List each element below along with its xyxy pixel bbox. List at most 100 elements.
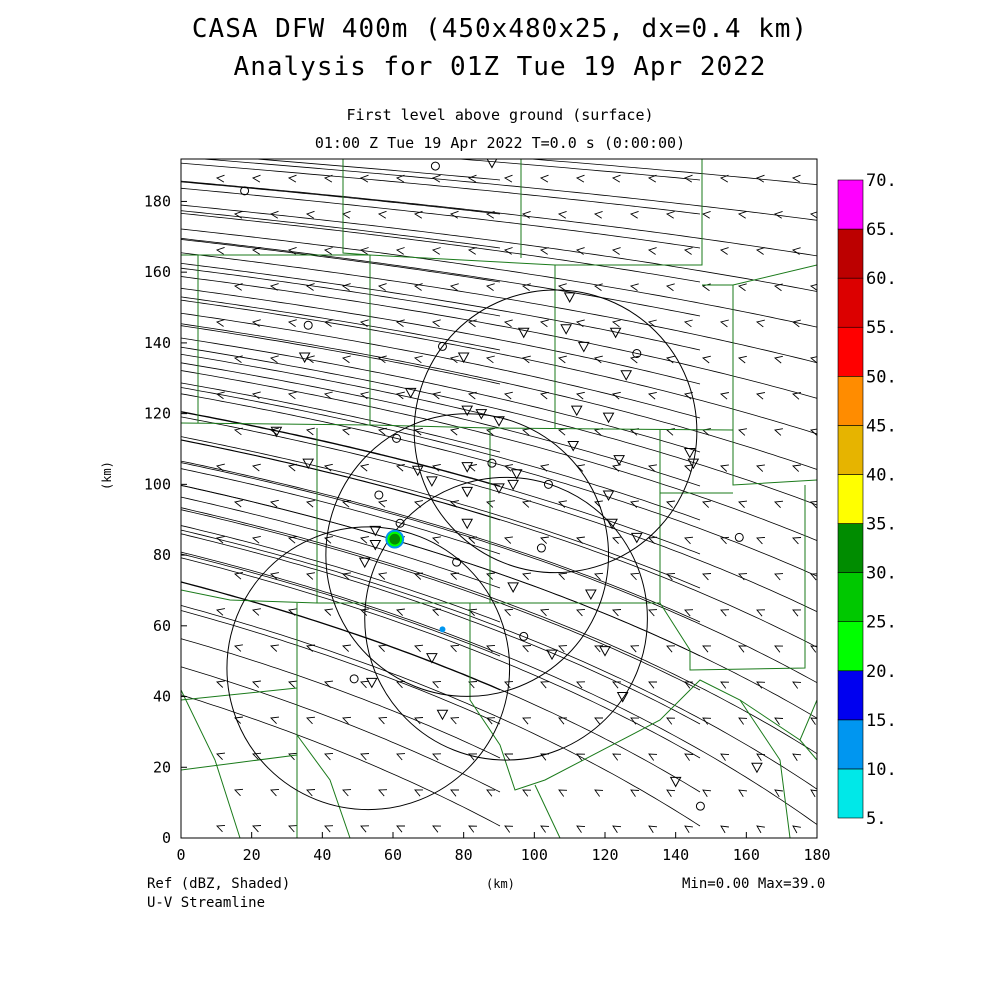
station-triangle bbox=[602, 412, 615, 424]
colorbar-label: 15. bbox=[866, 711, 897, 731]
streamline bbox=[181, 694, 501, 827]
streamline-arrow bbox=[305, 355, 315, 364]
streamline-arrow bbox=[755, 174, 765, 183]
streamline bbox=[181, 346, 817, 506]
streamline bbox=[181, 228, 817, 328]
station-circle bbox=[395, 518, 405, 528]
streamline-arrow bbox=[323, 463, 333, 472]
streamline-arrow bbox=[306, 644, 315, 652]
streamline-arrow bbox=[575, 391, 585, 400]
county-border bbox=[369, 424, 734, 431]
streamline-arrow bbox=[305, 427, 315, 436]
streamline-arrow bbox=[521, 355, 531, 364]
streamline-arrow bbox=[684, 391, 693, 400]
streamline-arrow bbox=[792, 464, 801, 472]
chart-subtitle: Analysis for 01Z Tue 19 Apr 2022 bbox=[233, 52, 767, 82]
streamline-arrow bbox=[702, 573, 712, 581]
streamline-arrow bbox=[540, 608, 550, 617]
station-triangle bbox=[602, 490, 615, 501]
station-circle bbox=[303, 320, 313, 330]
streamline bbox=[181, 276, 817, 399]
streamline-arrow bbox=[558, 645, 568, 653]
streamline-arrow bbox=[360, 753, 370, 761]
station-circle bbox=[437, 341, 447, 351]
streamline-arrow bbox=[324, 752, 334, 761]
colorbar-swatch bbox=[837, 523, 864, 573]
station-triangle bbox=[426, 653, 438, 664]
streamline-arrow bbox=[737, 283, 747, 292]
streamline-arrow bbox=[612, 536, 622, 545]
colorbar-label: 60. bbox=[866, 269, 897, 289]
colorbar-swatch bbox=[837, 179, 864, 230]
radar-range-ring bbox=[413, 289, 698, 574]
streamline-arrow bbox=[701, 210, 711, 219]
streamline bbox=[181, 180, 817, 257]
streamline-arrow bbox=[612, 681, 622, 689]
streamline bbox=[181, 187, 701, 249]
station-circle bbox=[695, 801, 705, 811]
streamline-arrow bbox=[702, 645, 712, 653]
county-border bbox=[732, 264, 817, 286]
streamline-arrow bbox=[215, 319, 225, 327]
county-borders bbox=[181, 159, 817, 838]
colorbar-label: 50. bbox=[866, 367, 897, 387]
streamline-arrow bbox=[521, 283, 531, 291]
streamline-arrow bbox=[575, 319, 585, 328]
streamline-arrow bbox=[342, 789, 352, 797]
streamline-arrow bbox=[324, 608, 333, 616]
streamline-arrow bbox=[630, 717, 640, 725]
x-tick-label: 40 bbox=[313, 846, 331, 864]
streamline-arrow bbox=[377, 210, 387, 219]
streamline-arrow bbox=[252, 608, 261, 616]
streamline-arrow bbox=[683, 247, 693, 255]
y-axis: 0 20 40 60 80 100 120 140 160 180 bbox=[144, 192, 187, 847]
streamline bbox=[181, 382, 501, 453]
streamline bbox=[163, 129, 462, 150]
streamline-arrow bbox=[270, 572, 279, 580]
colorbar-swatch bbox=[837, 277, 864, 328]
streamline-arrow bbox=[395, 247, 405, 255]
streamline-arrow bbox=[233, 355, 243, 363]
streamline-arrow bbox=[720, 681, 730, 689]
station-triangle bbox=[687, 458, 700, 470]
streamline-arrow bbox=[719, 392, 729, 400]
colorbar-swatch bbox=[837, 621, 864, 672]
streamline-arrow bbox=[558, 500, 567, 508]
x-tick-label: 0 bbox=[176, 846, 185, 864]
streamline bbox=[181, 323, 817, 470]
streamline-arrow bbox=[287, 319, 297, 327]
streamline bbox=[181, 296, 501, 351]
streamline-arrow bbox=[557, 283, 567, 291]
streamline-arrow bbox=[738, 500, 748, 509]
streamline bbox=[181, 204, 817, 292]
streamline-arrow bbox=[558, 789, 568, 797]
streamline-arrow bbox=[829, 754, 837, 761]
county-border bbox=[799, 739, 817, 761]
streamline-arrow bbox=[557, 355, 567, 364]
station-triangle bbox=[613, 455, 625, 466]
streamline-arrow bbox=[449, 283, 459, 291]
streamline-arrow bbox=[791, 319, 801, 328]
streamline-arrow bbox=[666, 645, 676, 653]
streamline-arrow bbox=[396, 753, 406, 761]
streamline-arrow bbox=[269, 499, 279, 508]
station-triangle bbox=[546, 649, 558, 661]
streamline-arrow bbox=[323, 174, 333, 183]
y-tick-label: 20 bbox=[153, 758, 171, 776]
streamline-arrow bbox=[774, 717, 784, 725]
streamline bbox=[160, 145, 232, 150]
streamline-arrow bbox=[774, 428, 783, 436]
streamline-arrow bbox=[504, 464, 513, 472]
streamline-arrow bbox=[378, 789, 388, 797]
streamline-arrow bbox=[485, 283, 495, 291]
colorbar-label: 70. bbox=[866, 171, 897, 191]
streamline-arrow bbox=[611, 174, 621, 183]
streamline-arrow bbox=[252, 752, 262, 761]
streamline-arrow bbox=[755, 392, 765, 400]
streamline-arrow bbox=[594, 789, 604, 797]
streamline-arrow bbox=[233, 499, 243, 508]
station-circle bbox=[430, 161, 440, 171]
streamline bbox=[181, 411, 501, 487]
y-tick-label: 60 bbox=[153, 617, 171, 635]
streamline-arrow bbox=[594, 572, 604, 581]
